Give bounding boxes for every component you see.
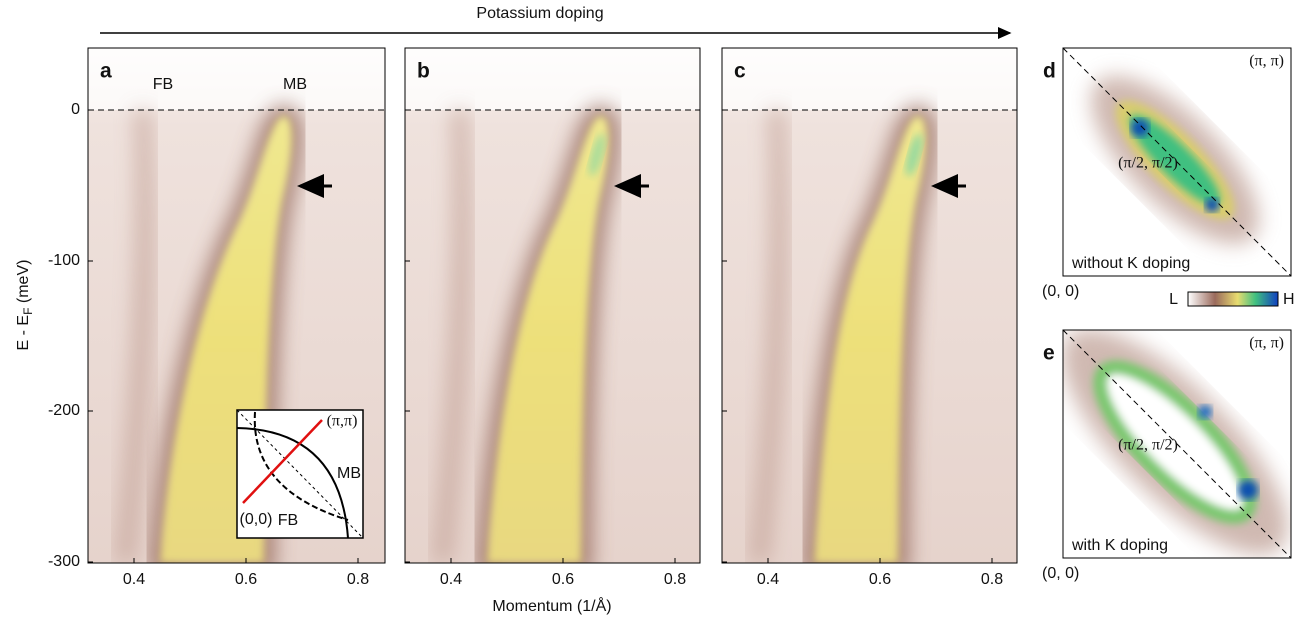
panel-frame [1062, 47, 1292, 277]
figure-title: Potassium doping [476, 5, 603, 22]
inset-label: FB [278, 512, 298, 529]
x-tick-label: 0.4 [757, 571, 779, 588]
x-tick-label: 0.6 [235, 571, 257, 588]
panel-caption: with K doping [1071, 537, 1168, 554]
inset-cut [242, 419, 323, 504]
fb-shading [749, 110, 789, 563]
corner-label: (π, π) [1249, 335, 1284, 352]
dispersion-panel [405, 48, 700, 563]
panel-letter: b [417, 60, 430, 83]
x-tick-label: 0.8 [981, 571, 1003, 588]
dispersion-panel [722, 48, 1017, 563]
band-annotation: FB [153, 76, 173, 93]
band-annotation: MB [283, 76, 307, 93]
above-fermi [88, 48, 385, 110]
y-tick-label: 0 [71, 101, 80, 118]
panel-caption: without K doping [1071, 255, 1190, 272]
band [814, 116, 926, 563]
above-fermi [722, 48, 1017, 110]
x-tick-label: 0.6 [869, 571, 891, 588]
panel-frame [87, 47, 386, 564]
inset-mb [236, 427, 349, 539]
fs-peak [1131, 119, 1149, 137]
corner-label: (0, 0) [1042, 283, 1079, 300]
fb-shading [115, 110, 155, 563]
center-label: (π/2, π/2) [1118, 155, 1178, 172]
inset-label: (0,0) [240, 511, 273, 528]
inset-frame [236, 409, 364, 539]
fs-peak [1205, 198, 1219, 212]
panel-letter: d [1043, 60, 1056, 83]
y-tick-label: -200 [48, 402, 80, 419]
x-tick-label: 0.8 [347, 571, 369, 588]
inset-label: (π,π) [327, 413, 358, 430]
band [487, 116, 609, 563]
inset-label: MB [337, 465, 361, 482]
above-fermi [405, 48, 700, 110]
x-tick-label: 0.4 [440, 571, 462, 588]
y-tick-label: -300 [48, 553, 80, 570]
corner-label: (π, π) [1249, 53, 1284, 70]
x-tick-label: 0.4 [123, 571, 145, 588]
panel-letter: e [1043, 342, 1055, 365]
corner-label: (0, 0) [1042, 565, 1079, 582]
band-peak [588, 133, 606, 177]
panel-letter: c [734, 60, 746, 83]
y-label-part: (meV) [15, 260, 32, 308]
x-tick-label: 0.6 [552, 571, 574, 588]
y-tick-label: -100 [48, 252, 80, 269]
colorbar-low: L [1169, 291, 1178, 308]
x-axis-label: Momentum (1/Å) [492, 596, 611, 615]
fs-peak [1238, 480, 1258, 500]
x-tick-label: 0.8 [664, 571, 686, 588]
fs-diagonal [1062, 329, 1292, 559]
colorbar-high: H [1283, 291, 1295, 308]
fs-diagonal [1062, 47, 1292, 277]
y-label-sub: F [21, 308, 35, 315]
panel-frame [1062, 329, 1292, 559]
fs-peak [1198, 405, 1212, 419]
panel-frame [721, 47, 1018, 564]
panel-frame [404, 47, 701, 564]
panel-letter: a [100, 60, 112, 83]
center-label: (π/2, π/2) [1118, 437, 1178, 454]
y-axis-label: E - EF (meV) [15, 260, 35, 351]
fb-shading [432, 110, 472, 563]
y-label-part: E - E [15, 315, 32, 351]
colorbar [1187, 291, 1279, 307]
band-peak [905, 133, 923, 177]
